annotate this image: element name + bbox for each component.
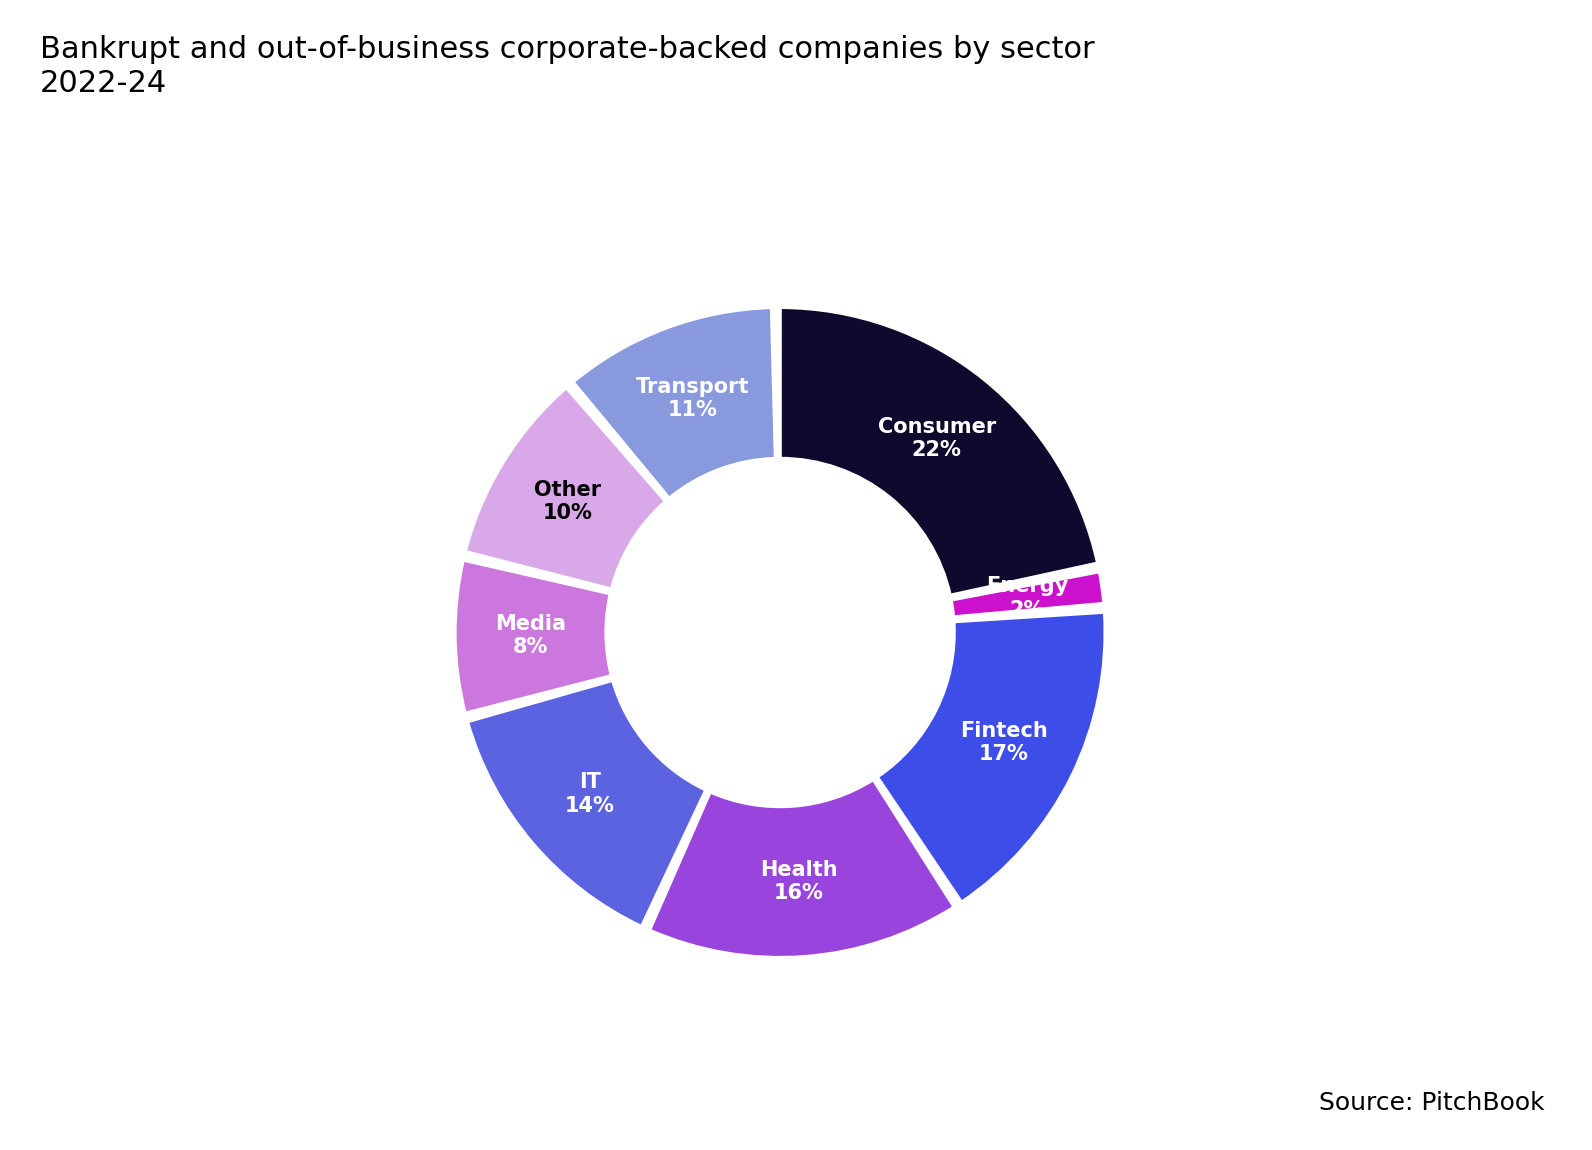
Wedge shape — [950, 572, 1103, 618]
Wedge shape — [468, 680, 705, 927]
Wedge shape — [650, 780, 954, 958]
Wedge shape — [780, 307, 1098, 596]
Text: Source: PitchBook: Source: PitchBook — [1318, 1091, 1544, 1116]
Wedge shape — [465, 388, 665, 589]
Text: Other
10%: Other 10% — [533, 480, 602, 523]
Text: Bankrupt and out-of-business corporate-backed companies by sector
2022-24: Bankrupt and out-of-business corporate-b… — [40, 34, 1094, 98]
Text: Consumer
22%: Consumer 22% — [877, 416, 995, 460]
Text: Health
16%: Health 16% — [761, 860, 837, 903]
Wedge shape — [877, 612, 1105, 903]
Wedge shape — [455, 560, 611, 713]
Text: Transport
11%: Transport 11% — [635, 377, 750, 421]
Text: IT
14%: IT 14% — [565, 773, 615, 815]
Text: Energy
2%: Energy 2% — [985, 576, 1068, 620]
Wedge shape — [573, 307, 775, 498]
Text: Fintech
17%: Fintech 17% — [960, 721, 1048, 765]
Text: Media
8%: Media 8% — [495, 614, 567, 658]
